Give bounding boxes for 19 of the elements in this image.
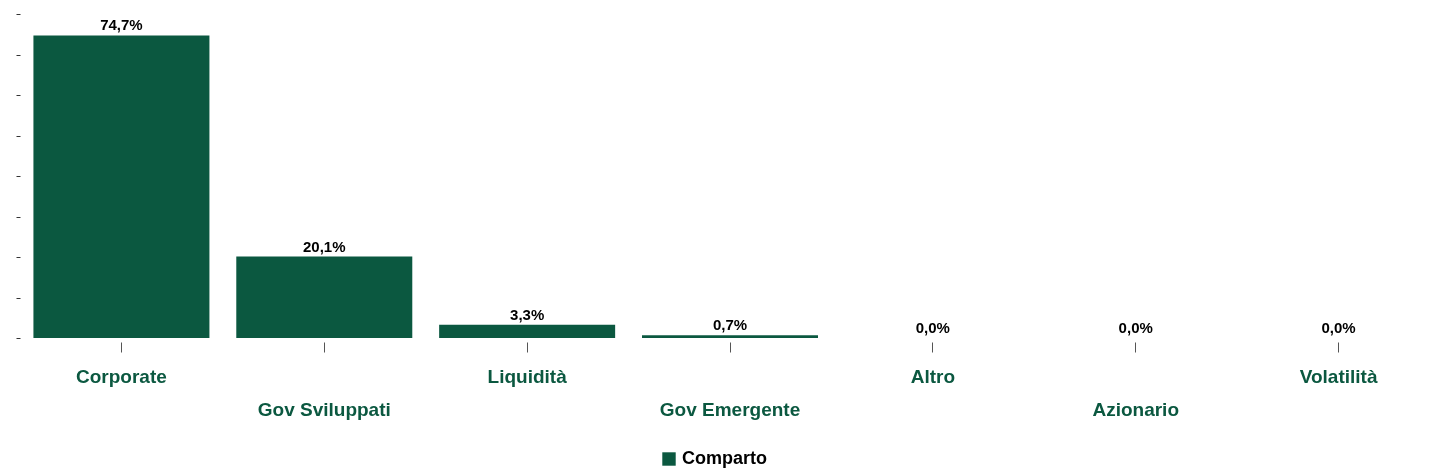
x-tick-label: Liquidità <box>487 366 568 387</box>
x-tick-label: Volatilità <box>1299 366 1378 387</box>
data-label: 0,0% <box>915 319 950 336</box>
data-label: 3,3% <box>510 305 545 323</box>
legend-label: Comparto <box>682 448 767 468</box>
data-label: 74,7% <box>100 16 143 34</box>
bar <box>439 324 616 338</box>
x-tick-label: Azionario <box>1092 399 1179 420</box>
x-tick-label: Corporate <box>76 366 167 387</box>
x-tick-label: Gov Sviluppati <box>257 399 391 420</box>
x-tick-label: Gov Emergente <box>659 399 801 420</box>
x-tick-label: Altro <box>910 366 956 387</box>
data-label: 0,7% <box>712 316 748 334</box>
bar <box>33 35 210 338</box>
bar <box>236 256 413 338</box>
bar <box>642 335 818 338</box>
data-label: 20,1% <box>303 237 346 255</box>
data-label: 0,0% <box>1321 319 1356 336</box>
data-label: 0,0% <box>1118 319 1153 336</box>
